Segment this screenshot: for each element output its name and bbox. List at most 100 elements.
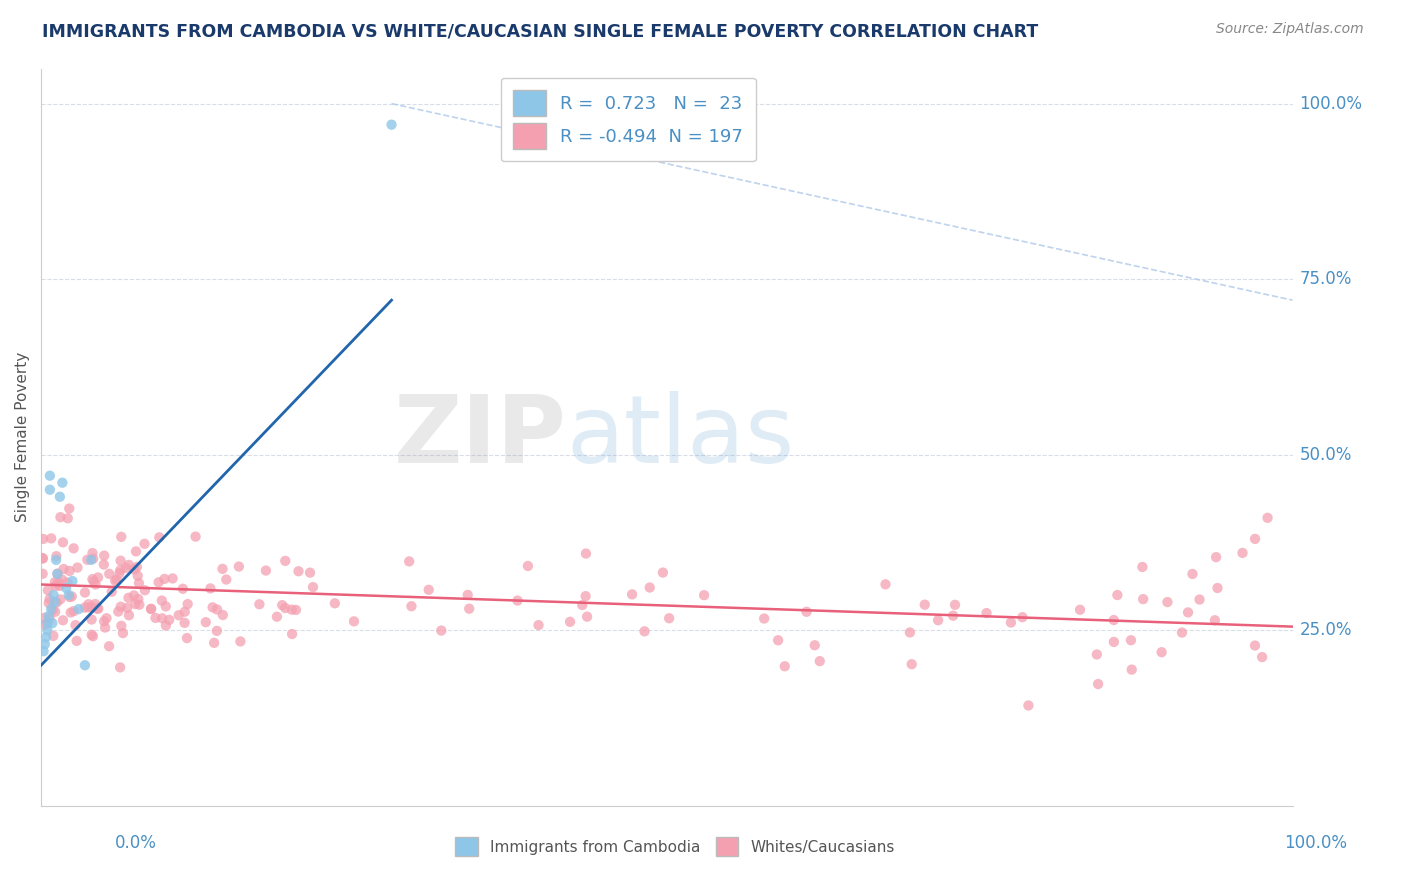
Point	[898, 625, 921, 640]
Point	[93, 549, 115, 563]
Point	[398, 554, 420, 568]
Point	[73, 600, 96, 615]
Point	[66, 633, 89, 648]
Point	[65, 618, 87, 632]
Point	[34, 617, 56, 632]
Point	[900, 657, 922, 672]
Point	[1244, 532, 1267, 546]
Point	[41, 603, 63, 617]
Point	[32, 551, 55, 566]
Point	[754, 611, 776, 625]
Point	[39, 602, 62, 616]
Point	[1150, 645, 1173, 659]
Point	[46, 566, 69, 581]
Point	[49, 510, 72, 524]
Point	[380, 118, 402, 132]
Point	[62, 541, 84, 556]
Point	[254, 564, 277, 578]
Point	[1132, 560, 1154, 574]
Point	[117, 591, 139, 605]
Text: 50.0%: 50.0%	[1299, 446, 1353, 464]
Point	[1204, 613, 1226, 627]
Point	[45, 549, 67, 564]
Point	[34, 611, 56, 625]
Text: 100.0%: 100.0%	[1284, 834, 1347, 852]
Point	[83, 574, 105, 589]
Point	[266, 609, 288, 624]
Point	[205, 602, 228, 616]
Point	[82, 572, 104, 586]
Point	[1156, 595, 1178, 609]
Point	[172, 582, 194, 596]
Point	[145, 611, 167, 625]
Point	[110, 619, 132, 633]
Text: 75.0%: 75.0%	[1299, 270, 1353, 288]
Point	[271, 598, 294, 612]
Point	[1011, 610, 1033, 624]
Point	[84, 577, 107, 591]
Text: IMMIGRANTS FROM CAMBODIA VS WHITE/CAUCASIAN SINGLE FEMALE POVERTY CORRELATION CH: IMMIGRANTS FROM CAMBODIA VS WHITE/CAUCAS…	[42, 22, 1039, 40]
Point	[32, 644, 55, 658]
Point	[576, 609, 599, 624]
Point	[45, 595, 67, 609]
Point	[107, 605, 129, 619]
Point	[1119, 633, 1142, 648]
Point	[875, 577, 897, 591]
Point	[157, 613, 180, 627]
Point	[49, 490, 72, 504]
Point	[110, 563, 132, 577]
Point	[38, 483, 60, 497]
Point	[98, 566, 121, 581]
Point	[796, 605, 818, 619]
Point	[139, 602, 162, 616]
Point	[124, 597, 146, 611]
Point	[127, 592, 149, 607]
Point	[458, 601, 481, 615]
Point	[1121, 663, 1143, 677]
Point	[125, 560, 148, 574]
Point	[194, 615, 217, 630]
Point	[1251, 650, 1274, 665]
Point	[287, 564, 309, 578]
Text: 0.0%: 0.0%	[115, 834, 157, 852]
Point	[1017, 698, 1039, 713]
Point	[37, 583, 59, 598]
Point	[1069, 603, 1091, 617]
Point	[575, 547, 598, 561]
Point	[45, 579, 67, 593]
Point	[457, 588, 479, 602]
Point	[110, 530, 132, 544]
Point	[153, 572, 176, 586]
Point	[127, 568, 149, 582]
Point	[60, 574, 83, 588]
Point	[658, 611, 681, 625]
Point	[56, 511, 79, 525]
Point	[571, 598, 593, 612]
Point	[73, 658, 96, 673]
Point	[122, 588, 145, 602]
Point	[31, 566, 53, 581]
Point	[323, 596, 346, 610]
Point	[124, 562, 146, 576]
Text: ZIP: ZIP	[394, 391, 567, 483]
Point	[401, 599, 423, 614]
Point	[1181, 566, 1204, 581]
Point	[1102, 635, 1125, 649]
Point	[38, 609, 60, 624]
Point	[808, 654, 831, 668]
Point	[93, 614, 115, 628]
Point	[60, 590, 83, 604]
Point	[299, 566, 322, 580]
Point	[1132, 592, 1154, 607]
Point	[87, 570, 110, 584]
Point	[281, 602, 304, 616]
Point	[38, 596, 60, 610]
Point	[200, 582, 222, 596]
Legend: Immigrants from Cambodia, Whites/Caucasians: Immigrants from Cambodia, Whites/Caucasi…	[449, 831, 901, 862]
Point	[77, 600, 100, 615]
Point	[37, 616, 59, 631]
Point	[155, 618, 177, 632]
Point	[34, 637, 56, 651]
Point	[1205, 550, 1227, 565]
Point	[82, 629, 104, 643]
